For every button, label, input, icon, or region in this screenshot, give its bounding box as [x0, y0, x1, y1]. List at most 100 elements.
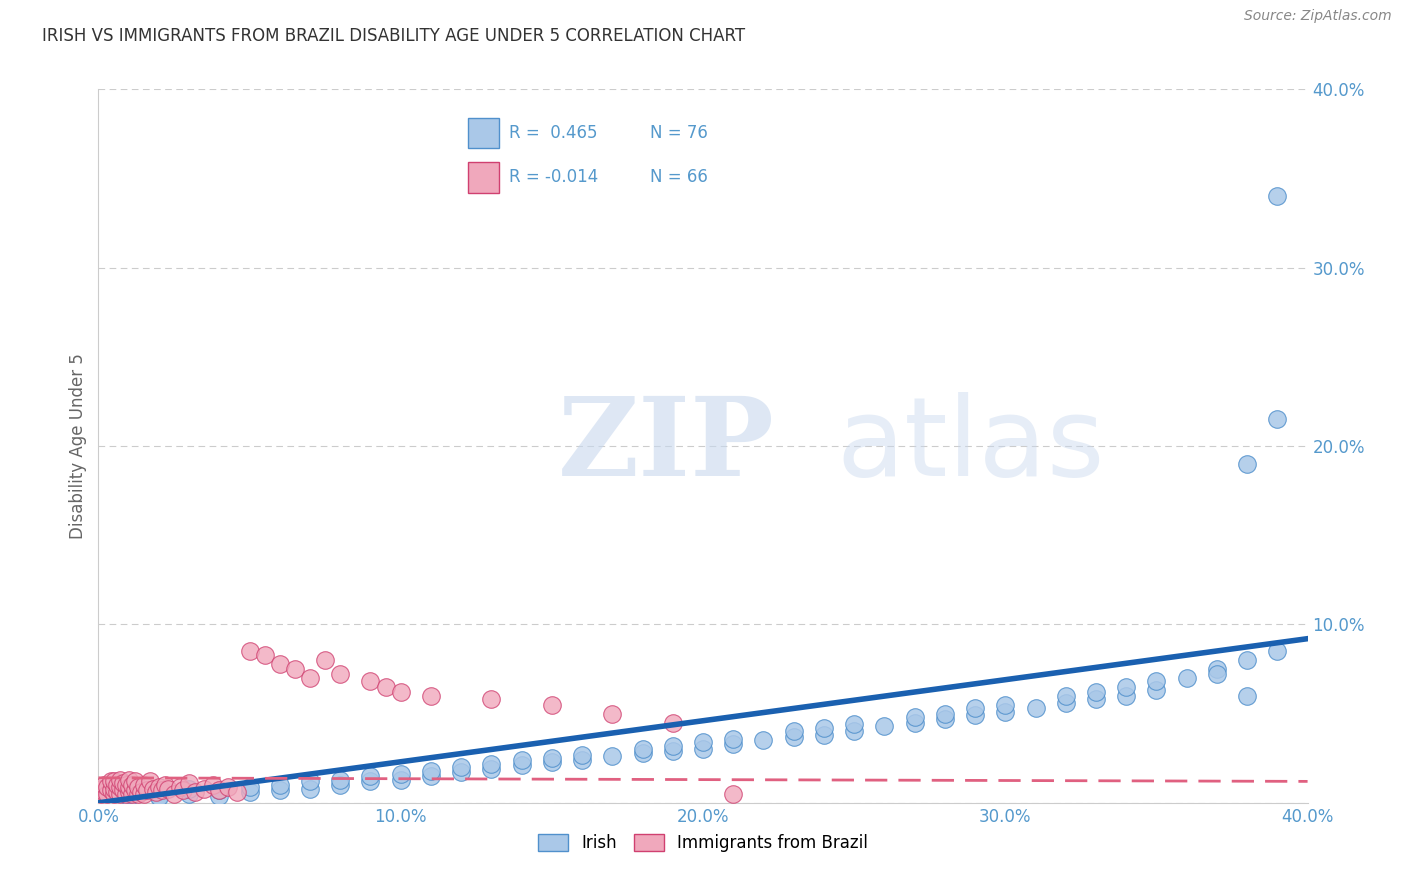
- Point: [420, 769, 443, 783]
- Point: [100, 783, 122, 797]
- Point: [202, 778, 225, 792]
- Point: [118, 787, 141, 801]
- Point: [124, 774, 146, 789]
- Point: [510, 758, 533, 772]
- Point: [1267, 644, 1289, 658]
- Point: [179, 776, 201, 790]
- Point: [132, 778, 155, 792]
- Point: [299, 774, 322, 789]
- Point: [105, 778, 128, 792]
- Point: [783, 724, 806, 739]
- Point: [692, 735, 714, 749]
- Point: [148, 789, 170, 803]
- Point: [1267, 412, 1289, 426]
- Point: [239, 644, 262, 658]
- Point: [723, 737, 745, 751]
- Point: [111, 776, 134, 790]
- Point: [150, 783, 173, 797]
- Point: [934, 712, 956, 726]
- Point: [145, 785, 167, 799]
- Point: [93, 785, 115, 799]
- Point: [1115, 680, 1137, 694]
- Point: [389, 772, 412, 787]
- Point: [360, 674, 382, 689]
- Point: [127, 780, 149, 794]
- Point: [299, 781, 322, 796]
- Point: [965, 708, 987, 723]
- Point: [661, 739, 683, 753]
- Point: [1024, 701, 1046, 715]
- Point: [540, 755, 562, 769]
- Point: [1144, 683, 1167, 698]
- Text: Source: ZipAtlas.com: Source: ZipAtlas.com: [1244, 9, 1392, 23]
- Point: [1267, 189, 1289, 203]
- Point: [118, 772, 141, 787]
- Point: [1085, 685, 1108, 699]
- Point: [602, 706, 624, 721]
- Point: [156, 781, 179, 796]
- Point: [844, 724, 866, 739]
- Point: [142, 781, 165, 796]
- Point: [96, 787, 118, 801]
- Point: [129, 785, 152, 799]
- Point: [965, 701, 987, 715]
- Point: [540, 698, 562, 712]
- Point: [269, 657, 291, 671]
- Point: [360, 769, 382, 783]
- Text: IRISH VS IMMIGRANTS FROM BRAZIL DISABILITY AGE UNDER 5 CORRELATION CHART: IRISH VS IMMIGRANTS FROM BRAZIL DISABILI…: [42, 27, 745, 45]
- Point: [208, 783, 231, 797]
- Point: [1085, 692, 1108, 706]
- Point: [269, 783, 291, 797]
- Point: [481, 692, 503, 706]
- Point: [481, 762, 503, 776]
- Point: [661, 744, 683, 758]
- Point: [602, 749, 624, 764]
- Point: [1206, 662, 1229, 676]
- Point: [1236, 689, 1258, 703]
- Point: [783, 730, 806, 744]
- Point: [103, 787, 125, 801]
- Point: [752, 733, 775, 747]
- Point: [1175, 671, 1198, 685]
- Point: [374, 680, 396, 694]
- Point: [172, 783, 194, 797]
- Legend: Irish, Immigrants from Brazil: Irish, Immigrants from Brazil: [531, 827, 875, 859]
- Point: [269, 778, 291, 792]
- Point: [193, 781, 215, 796]
- Point: [661, 715, 683, 730]
- Y-axis label: Disability Age Under 5: Disability Age Under 5: [69, 353, 87, 539]
- Point: [389, 767, 412, 781]
- Point: [93, 778, 115, 792]
- Point: [239, 785, 262, 799]
- Point: [118, 780, 141, 794]
- Point: [571, 753, 593, 767]
- Point: [723, 787, 745, 801]
- Point: [253, 648, 276, 662]
- Point: [217, 780, 239, 794]
- Point: [329, 778, 352, 792]
- Point: [148, 790, 170, 805]
- Point: [844, 717, 866, 731]
- Point: [96, 780, 118, 794]
- Point: [103, 774, 125, 789]
- Point: [873, 719, 896, 733]
- Point: [329, 667, 352, 681]
- Point: [132, 787, 155, 801]
- Point: [208, 789, 231, 803]
- Point: [813, 728, 835, 742]
- Point: [105, 785, 128, 799]
- Point: [934, 706, 956, 721]
- Point: [299, 671, 322, 685]
- Point: [135, 783, 157, 797]
- Point: [692, 742, 714, 756]
- Point: [153, 778, 176, 792]
- Point: [1115, 689, 1137, 703]
- Point: [904, 710, 927, 724]
- Point: [127, 787, 149, 801]
- Point: [1236, 457, 1258, 471]
- Point: [139, 774, 162, 789]
- Point: [184, 785, 207, 799]
- Point: [994, 705, 1017, 719]
- Point: [360, 774, 382, 789]
- Point: [118, 790, 141, 805]
